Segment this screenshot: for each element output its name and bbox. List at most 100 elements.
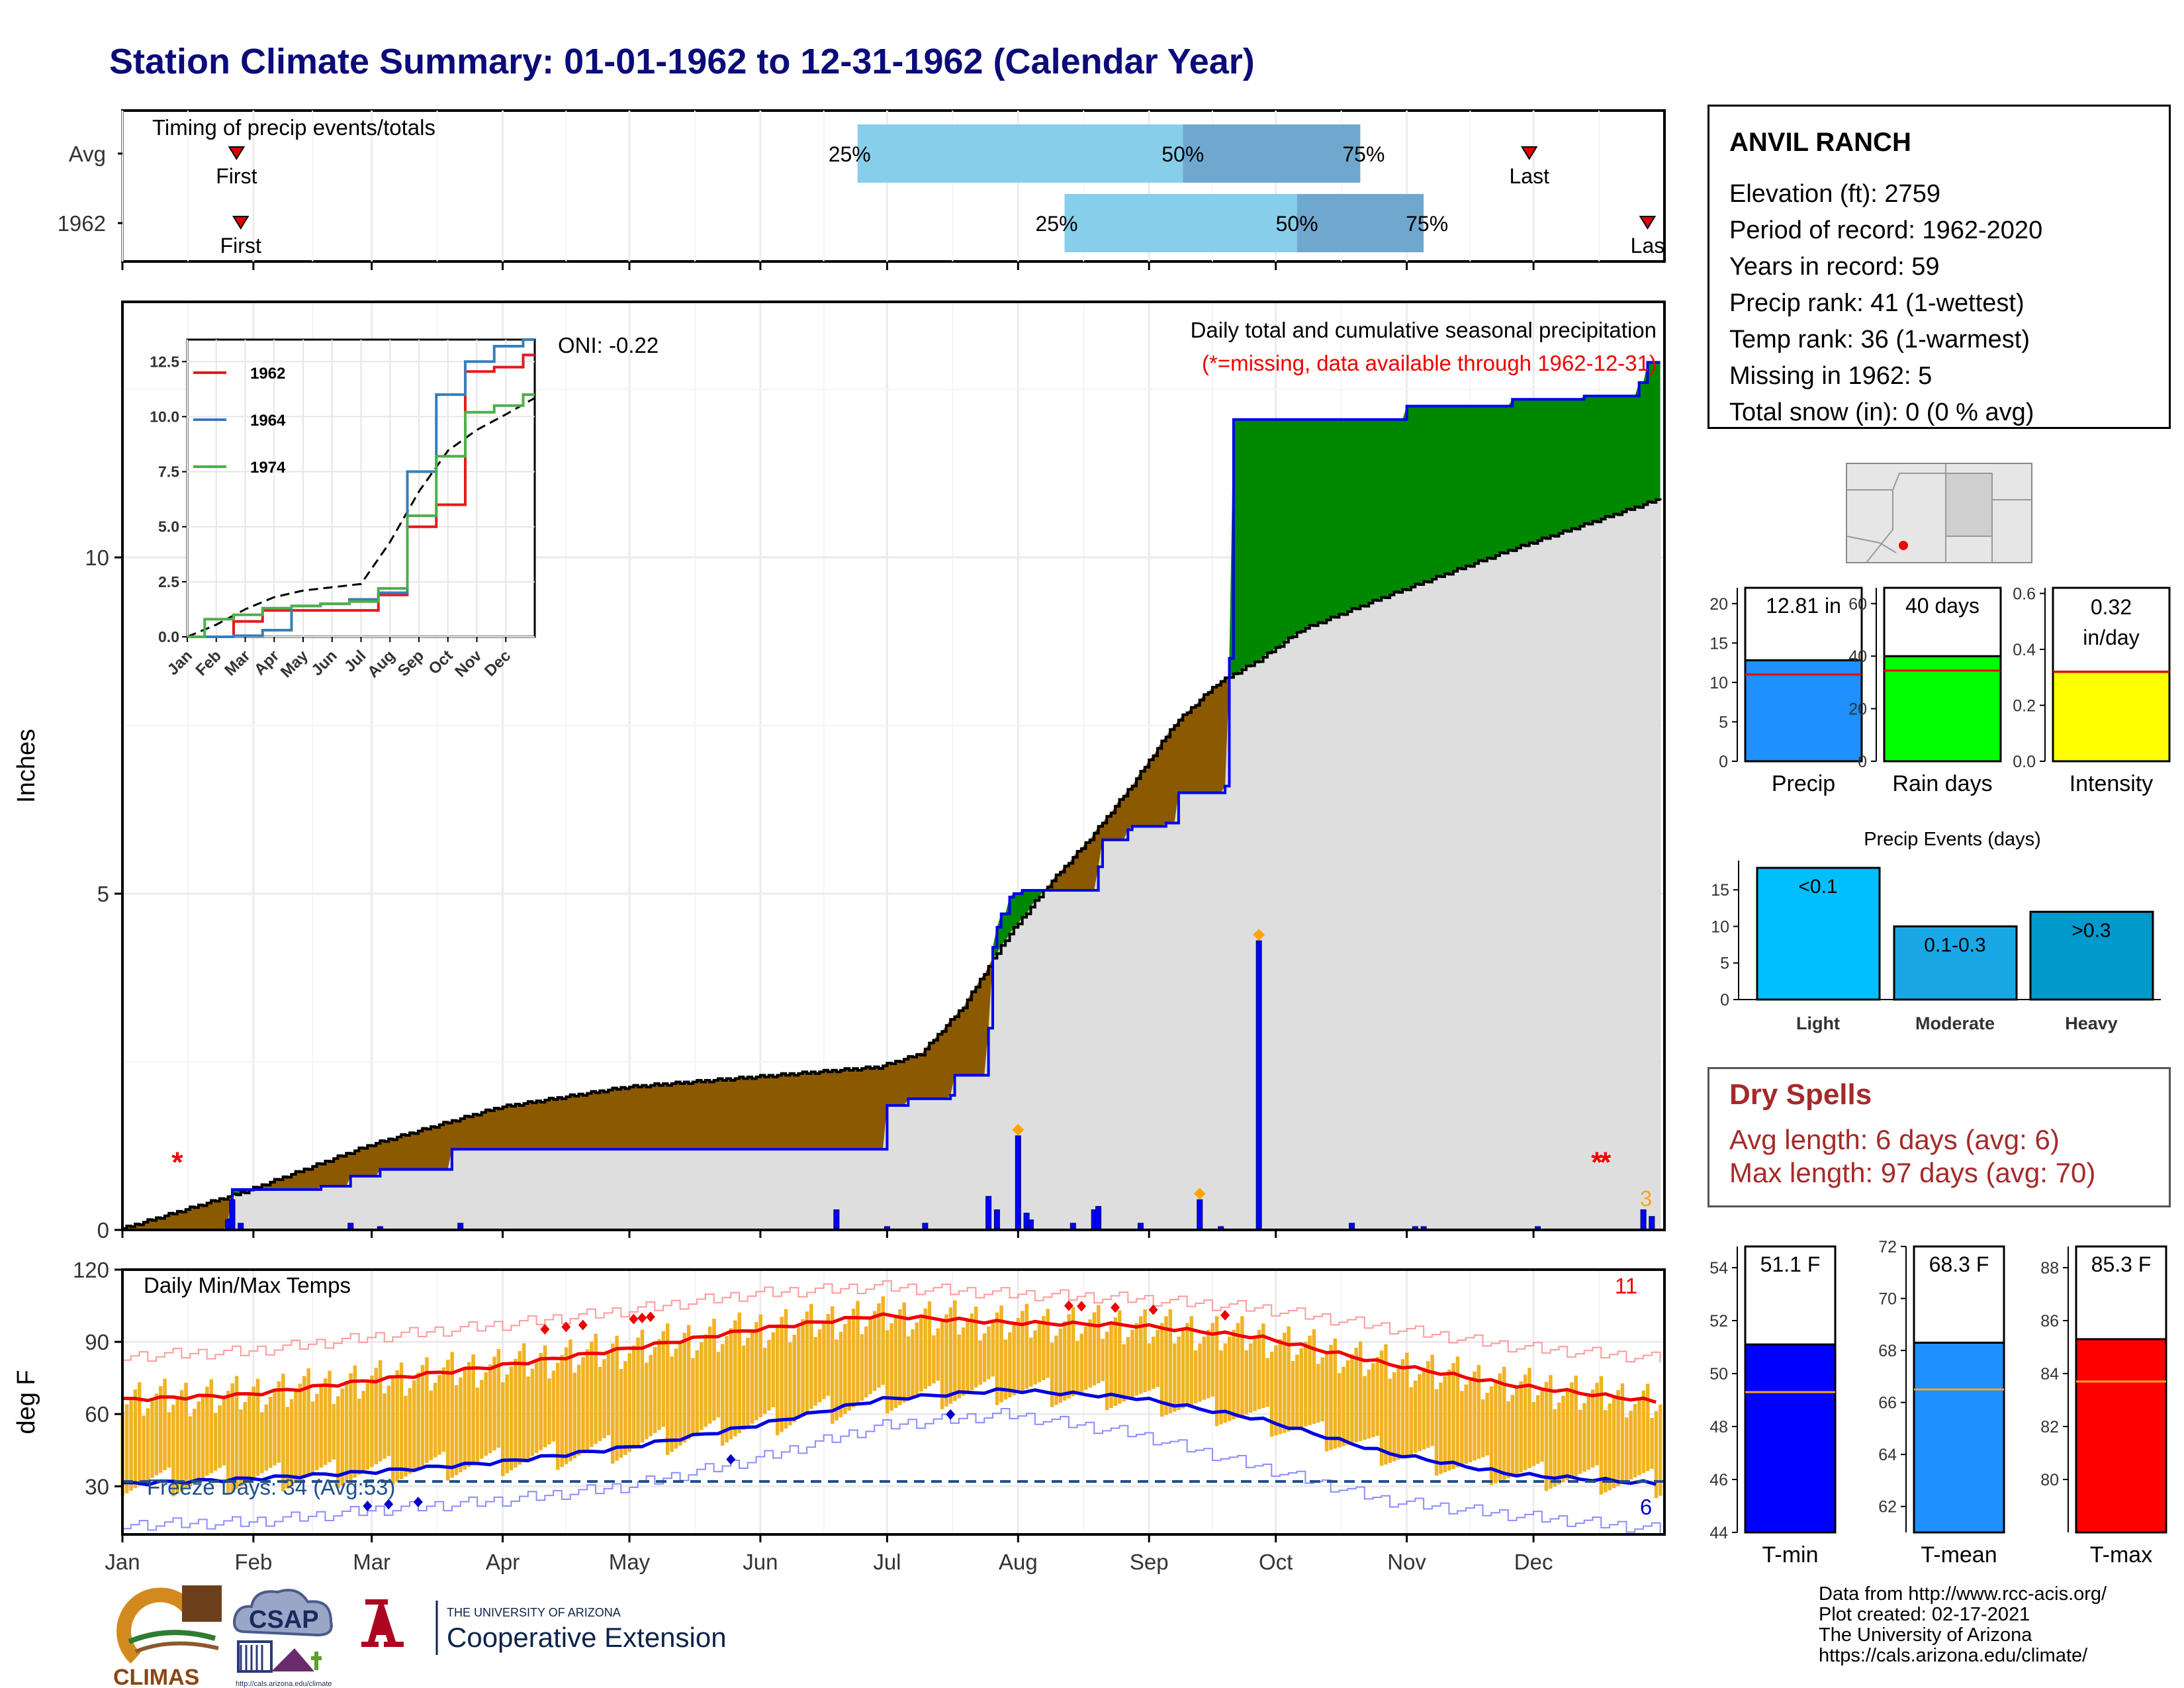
daily-temp-bar [868,1319,872,1395]
temp-panel: 30 60 90 120 Jan Feb Mar Apr May Jun Jul Aug Sep Oct… [13,1258,1666,1574]
record-high-marker [1064,1300,1073,1311]
inset-legend-label: 1974 [250,459,286,477]
hot-count: 11 [1615,1274,1637,1298]
daily-temp-bar [535,1360,539,1454]
climas-logo-text: CLIMAS [113,1665,199,1688]
daily-temp-bar [640,1329,645,1443]
ua-big-text: Cooperative Extension [447,1622,727,1653]
daily-temp-bar [1333,1338,1338,1449]
daily-temp-bar [412,1380,416,1472]
daily-temp-bar [1075,1340,1079,1394]
precip-event-range-label: <0.1 [1798,876,1837,898]
daily-temp-bar [1337,1373,1342,1448]
inset-series-1962 [187,353,535,638]
daily-temp-bar [179,1389,184,1491]
record-low-marker [363,1500,373,1511]
credits: Data from http://www.rcc-acis.org/ Plot … [1819,1584,2107,1666]
daily-temp-bar [1291,1360,1295,1430]
record-precip-marker [1012,1123,1024,1136]
daily-temp-bar [974,1306,978,1387]
daily-temp-bar [391,1378,395,1485]
daily-temp-bar [530,1368,535,1456]
month-label: Dec [1514,1550,1553,1574]
daily-temp-bar [1612,1397,1616,1488]
daily-temp-bar [649,1354,653,1436]
daily-temp-bar [213,1413,218,1471]
summary-chart-t-mean: 62 64 66 68 70 72 68.3 F T-mean [1878,1238,2005,1568]
daily-temp-bar [1392,1372,1396,1462]
daily-temp-bar [569,1339,572,1462]
daily-temp-bar [615,1335,619,1461]
daily-temp-bar [576,1364,581,1456]
daily-temp-bar [1654,1411,1659,1499]
daily-temp-bar [340,1388,344,1486]
record-high-marker [1148,1304,1158,1315]
summary-bar-remainder [2075,1245,2167,1340]
summary-chart-intensity: 0.0 0.2 0.4 0.6 0.32 in/day Intensity [2013,585,2171,796]
daily-temp-bar [315,1393,319,1470]
events-ytick-label: 15 [1711,881,1729,900]
daily-temp-bar [966,1320,970,1393]
daily-temp-bar [1641,1390,1646,1474]
daily-temp-bar [404,1395,408,1477]
daily-temp-bar [1244,1350,1249,1415]
daily-temp-bar [1278,1338,1283,1434]
daily-temp-bar [864,1326,868,1398]
csap-logo-text: CSAP [249,1606,319,1634]
summary-value-label: 85.3 F [2091,1252,2152,1276]
daily-temp-bar [1320,1357,1324,1422]
daily-temp-bar [374,1368,379,1465]
timing-q75-label: 75% [1342,142,1385,166]
daily-temp-bar [585,1349,590,1450]
precip-events-title: Precip Events (days) [1864,829,2041,850]
summary-ytick-label: 72 [1878,1238,1897,1256]
daily-temp-bar [762,1347,767,1414]
summary-ytick-label: 0.2 [2013,696,2036,715]
daily-temp-bar [425,1357,429,1463]
inset-ytick-label: 0.0 [158,628,179,645]
inset-legend-label: 1964 [250,412,286,430]
daily-temp-bar [1168,1309,1173,1414]
daily-temp-bar [860,1334,864,1401]
station-location-dot [1899,541,1908,550]
summary-ytick-label: 15 [1709,634,1728,653]
daily-temp-bar [1582,1403,1586,1472]
daily-temp-bar [1024,1303,1029,1389]
daily-temp-bar [124,1404,129,1493]
daily-temp-bar [1324,1351,1329,1452]
daily-temp-bar [1455,1356,1460,1468]
daily-temp-bar [1147,1343,1152,1391]
average-precip-area [122,499,1661,1231]
daily-temp-bar [1510,1395,1515,1477]
events-ytick-label: 0 [1720,991,1729,1009]
daily-temp-bar [1405,1352,1409,1456]
daily-temp-bar [1447,1369,1451,1471]
precip-event-category: Moderate [1915,1013,1995,1033]
station-temp-rank: Temp rank: 36 (1-warmest) [1729,326,2030,353]
daily-temp-bar [1223,1343,1228,1423]
timing-q75-label: 75% [1406,212,1448,236]
daily-temp-bar [298,1383,302,1481]
daily-temp-bar [328,1370,332,1462]
summary-ytick-label: 84 [2040,1365,2059,1383]
daily-temp-bar [319,1386,324,1468]
daily-temp-bar [801,1319,805,1416]
daily-temp-bar [1105,1331,1109,1411]
daily-temp-bar [691,1358,695,1436]
daily-temp-bar [1067,1314,1071,1399]
daily-temp-bar [830,1306,835,1424]
daily-temp-bar [889,1323,893,1411]
daily-temp-bar [627,1353,632,1452]
daily-temp-bar [146,1408,150,1481]
summary-ytick-label: 66 [1878,1394,1897,1413]
daily-temp-bar [1122,1344,1126,1402]
daily-temp-bar [927,1301,932,1386]
daily-temp-bar [1248,1343,1253,1413]
daily-temp-bar [1181,1329,1185,1409]
daily-temp-bar [809,1303,813,1409]
daily-temp-bar [387,1385,391,1456]
daily-temp-bar [1363,1376,1367,1440]
daily-temp-bar [1261,1323,1265,1408]
daily-temp-bar [1561,1395,1565,1483]
daily-temp-bar [251,1386,255,1479]
